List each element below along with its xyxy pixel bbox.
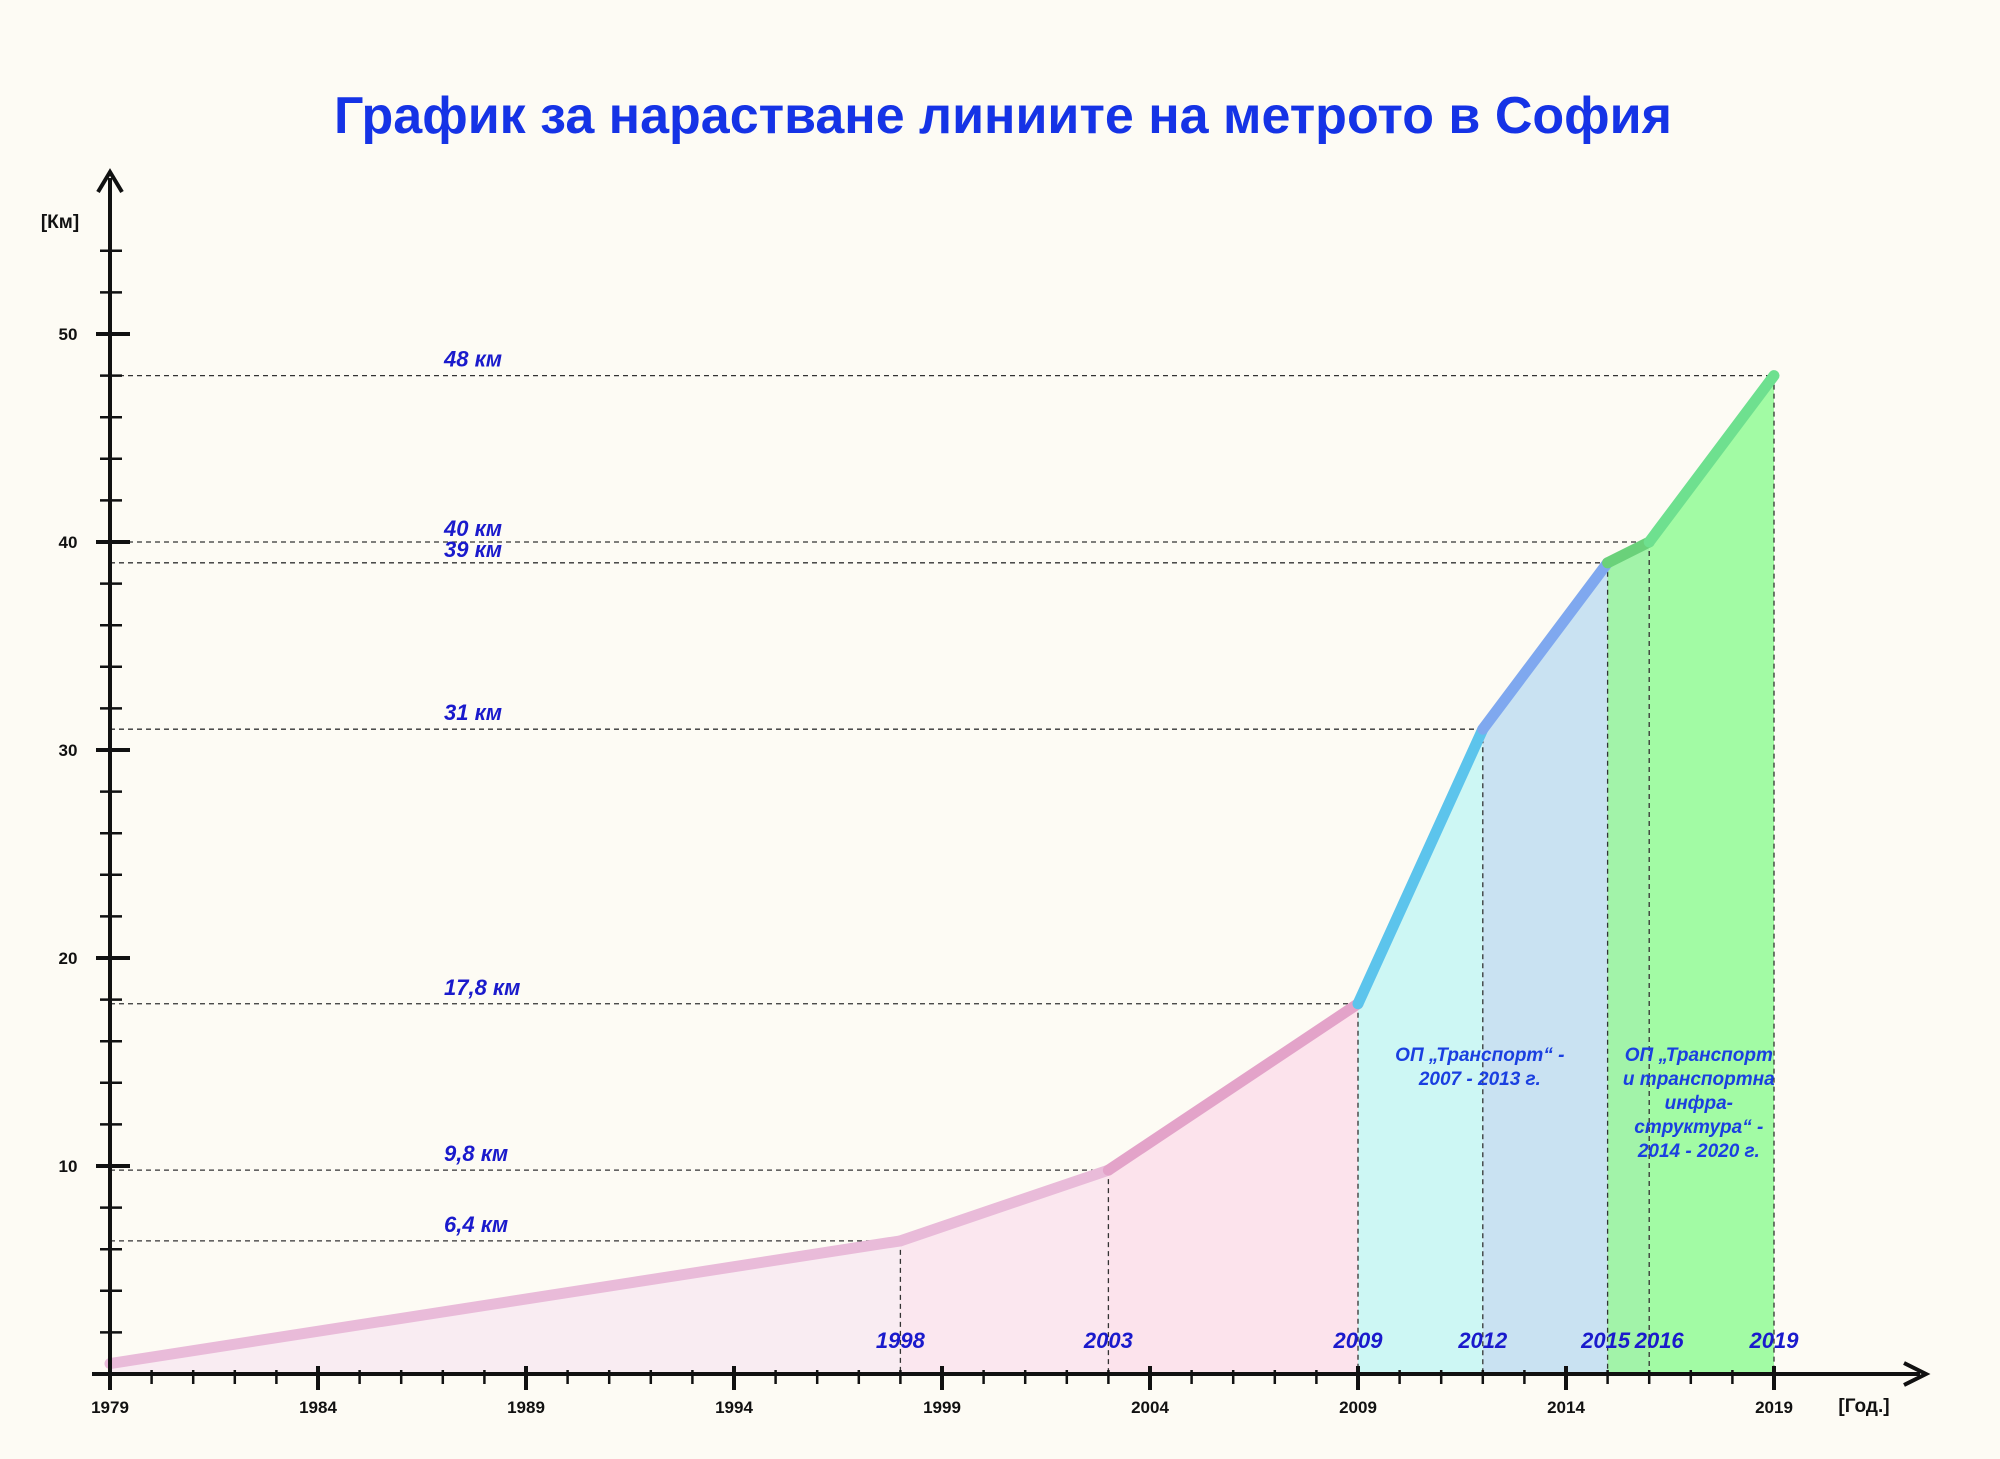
area-fill-segment	[1108, 1003, 1358, 1374]
area-fill-segment	[1607, 542, 1650, 1374]
program-label-line: ОП „Транспорт	[1625, 1045, 1773, 1066]
area-fill-segment	[900, 1170, 1109, 1374]
line-segment	[1352, 723, 1489, 1010]
y-tick-label: 50	[59, 325, 78, 344]
year-label: 2003	[1083, 1328, 1133, 1353]
value-label: 6,4 км	[444, 1212, 508, 1237]
year-label: 2009	[1333, 1328, 1384, 1353]
value-label: 39 км	[444, 537, 502, 562]
line-segment	[1602, 536, 1655, 569]
x-tick-label: 1994	[715, 1398, 753, 1417]
year-label: 2015	[1580, 1328, 1631, 1353]
year-label: 1998	[876, 1328, 926, 1353]
line-segment	[1643, 370, 1780, 548]
line-segment	[1102, 998, 1364, 1176]
year-label: 2016	[1634, 1328, 1685, 1353]
x-tick-label: 1979	[91, 1398, 129, 1417]
program-annotations: ОП „Транспорт“ - 2007 - 2013 г. ОП „Трансп…	[1395, 1045, 1775, 1162]
guide-lines	[110, 374, 1775, 1374]
value-label: 31 км	[444, 700, 502, 725]
y-tick-label: 40	[59, 533, 78, 552]
value-label: 17,8 км	[444, 975, 520, 1000]
value-label: 9,8 км	[444, 1141, 508, 1166]
program-label-line: ОП „Транспорт“ -	[1395, 1045, 1564, 1066]
y-axis-label: [Км]	[41, 212, 79, 233]
program-label-line: и транспортна	[1623, 1069, 1775, 1090]
x-tick-label: 2009	[1339, 1398, 1377, 1417]
x-tick-label: 2014	[1547, 1398, 1585, 1417]
x-tick-label: 1999	[923, 1398, 961, 1417]
program-label-line: 2014 - 2020 г.	[1637, 1141, 1760, 1162]
value-label: 48 км	[443, 347, 502, 372]
line-segment	[1477, 557, 1614, 735]
area-fill-segment	[1358, 729, 1483, 1374]
y-tick-label: 10	[59, 1157, 78, 1176]
y-axis-arrow-icon	[96, 168, 124, 194]
chart-title: График за нарастване линиите на метрото …	[334, 87, 1672, 145]
year-label: 2012	[1457, 1328, 1508, 1353]
line-segment	[104, 1235, 906, 1370]
y-tick-label: 30	[59, 741, 78, 760]
axes: [Км] [Год.]	[41, 168, 1931, 1417]
program-label-line: 2007 - 2013 г.	[1418, 1069, 1541, 1090]
value-label: 40 км	[443, 516, 502, 541]
axis-ticks: 10 20 30 40 50 1979 1984 1989 1994 1999 2004 2009 20…	[59, 249, 1793, 1417]
area-fill-segment	[1649, 375, 1774, 1375]
line-segment	[894, 1164, 1114, 1247]
program-label-line: структура“ -	[1634, 1117, 1763, 1138]
year-label: 2019	[1749, 1328, 1800, 1353]
x-tick-label: 1989	[507, 1398, 545, 1417]
x-axis-arrow-icon	[1903, 1361, 1931, 1387]
y-tick-label: 20	[59, 949, 78, 968]
area-fills	[110, 375, 1774, 1375]
x-axis-label: [Год.]	[1838, 1396, 1889, 1417]
x-tick-label: 2004	[1131, 1398, 1169, 1417]
program-label-line: инфра-	[1665, 1093, 1733, 1114]
x-tick-label: 1984	[299, 1398, 337, 1417]
x-tick-label: 2019	[1755, 1398, 1793, 1417]
series-line	[104, 370, 1780, 1370]
area-fill-segment	[1482, 562, 1608, 1374]
